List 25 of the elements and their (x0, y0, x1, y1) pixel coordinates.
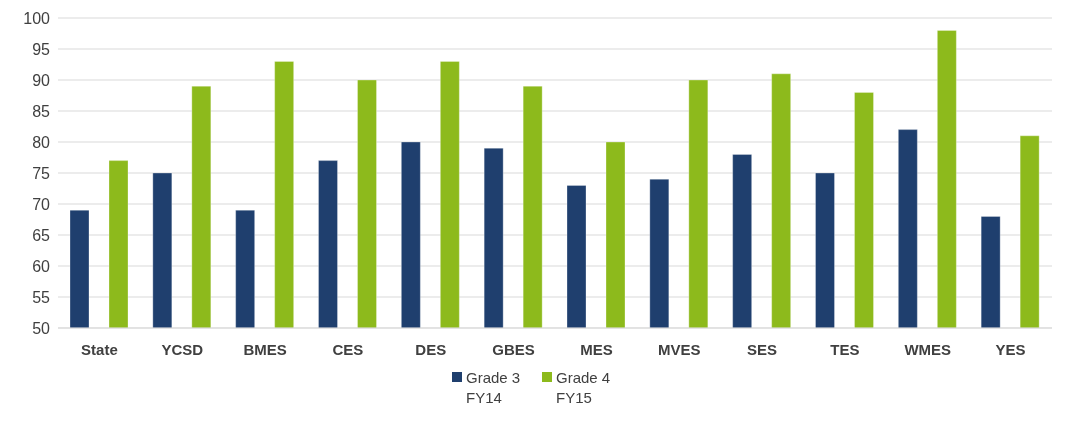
y-tick-label: 85 (32, 102, 51, 120)
y-tick-label: 90 (32, 71, 51, 89)
x-tick-label: BMES (243, 340, 287, 358)
legend-label: Grade 4 FY15 (556, 368, 612, 408)
x-tick-label: State (81, 340, 118, 358)
x-tick-label: GBES (492, 340, 535, 358)
y-tick-label: 95 (32, 40, 51, 58)
x-tick-label: SES (747, 340, 778, 358)
x-tick-label: CES (332, 340, 364, 358)
x-tick-label: TES (830, 340, 860, 358)
y-tick-label: 65 (32, 226, 51, 244)
y-tick-label: 75 (32, 164, 51, 182)
x-tick-label: MVES (657, 340, 701, 358)
y-tick-label: 100 (23, 9, 51, 27)
x-tick-label: YCSD (161, 340, 204, 358)
x-tick-label: MES (580, 340, 613, 358)
y-tick-label: 70 (32, 195, 51, 213)
y-tick-label: 60 (32, 257, 51, 275)
y-tick-label: 50 (32, 319, 51, 337)
x-tick-label: YES (995, 340, 1026, 358)
x-tick-label: WMES (904, 340, 952, 358)
y-tick-label: 55 (32, 288, 51, 306)
x-tick-label: DES (415, 340, 447, 358)
y-tick-label: 80 (32, 133, 51, 151)
legend-label: Grade 3 FY14 (466, 368, 522, 408)
